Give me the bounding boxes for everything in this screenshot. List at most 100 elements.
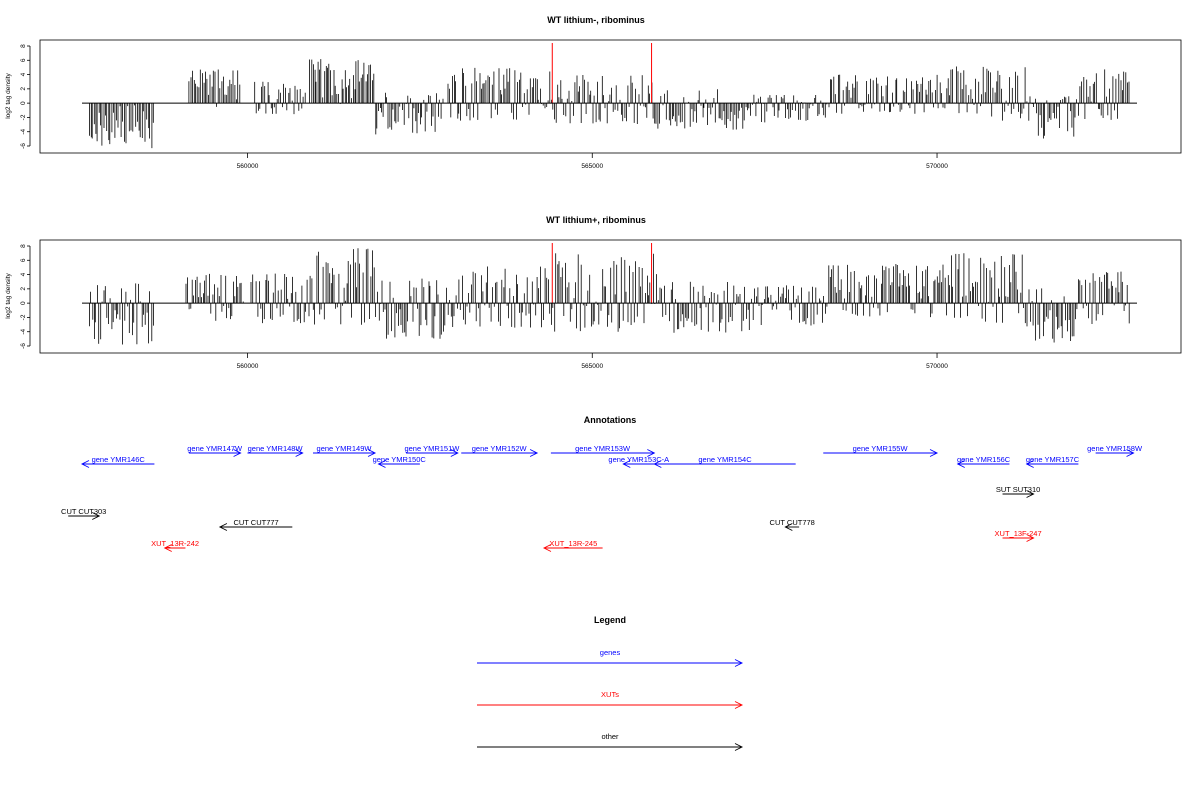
annotation-label: gene YMR156C (957, 455, 1011, 464)
annotation-feature: XUT_13R-242 (151, 539, 199, 552)
annotation-label: gene YMR152W (472, 444, 528, 453)
x-axis: 560000 565000 570000 (237, 353, 948, 370)
x-axis: 560000 565000 570000 (237, 153, 948, 170)
arrow-head (163, 544, 172, 552)
y-axis: -6 -4 -2 0 2 4 6 8 (20, 44, 31, 149)
y-tick-label: -6 (20, 143, 27, 149)
annotation-label: CUT CUT778 (770, 518, 815, 527)
y-tick-label: 0 (20, 301, 27, 305)
annotation-feature: gene YMR149W (312, 444, 377, 457)
y-tick-label: 6 (20, 258, 27, 262)
panel-lithium-plus: WT lithium+, ribominus log2 tag density … (5, 215, 1182, 370)
x-tick-label: 565000 (581, 163, 603, 170)
annotation-feature: XUT_13F-247 (995, 529, 1042, 542)
annotation-feature: gene YMR151W (404, 444, 460, 457)
y-tick-label: -2 (20, 114, 27, 120)
annotation-label: XUT_13R-242 (151, 539, 199, 548)
y-tick-label: -6 (20, 343, 27, 349)
x-tick-label: 570000 (926, 363, 948, 370)
annotation-feature: gene YMR154C (653, 455, 796, 468)
arrow-head (295, 449, 304, 457)
annotation-label: gene YMR148W (248, 444, 304, 453)
y-tick-label: -2 (20, 314, 27, 320)
y-tick-label: 8 (20, 44, 27, 48)
arrow-head (734, 743, 744, 751)
highlight-group (551, 43, 653, 104)
panel-lithium-minus: WT lithium-, ribominus log2 tag density … (5, 15, 1182, 170)
legend-entry: genes (477, 648, 744, 667)
annotation-label: gene YMR149W (317, 444, 373, 453)
annotations-title: Annotations (584, 415, 637, 425)
arrow-head (653, 460, 662, 468)
arrow-head (218, 523, 228, 531)
annotation-feature: gene YMR157C (1025, 455, 1080, 468)
annotation-items: gene YMR146C gene YMR147W gene YMR148W gene… (61, 444, 1143, 552)
annotation-feature: gene YMR146C (80, 455, 155, 468)
annotation-feature: CUT CUT303 (61, 507, 106, 520)
annotation-label: gene YMR153W (575, 444, 631, 453)
annotation-feature: gene YMR156C (956, 455, 1011, 468)
legend-title: Legend (594, 615, 626, 625)
annotation-feature: XUT_13R-245 (542, 539, 603, 552)
arrow-head (784, 523, 793, 531)
y-axis: -6 -4 -2 0 2 4 6 8 (20, 244, 31, 349)
annotation-feature: gene YMR148W (247, 444, 304, 457)
y-tick-label: 2 (20, 287, 27, 291)
arrow-head (1025, 460, 1034, 468)
annotation-label: gene YMR150C (373, 455, 427, 464)
panel-title: WT lithium-, ribominus (547, 15, 645, 25)
y-tick-label: 6 (20, 58, 27, 62)
annotation-label: gene YMR155W (853, 444, 909, 453)
annotation-label: gene YMR158W (1087, 444, 1143, 453)
annotation-label: gene YMR153C-A (608, 455, 669, 464)
arrow-head (1026, 534, 1035, 542)
arrow-head (542, 544, 552, 552)
annotation-label: gene YMR146C (92, 455, 146, 464)
annotation-feature: gene YMR158W (1087, 444, 1143, 457)
annotation-label: gene YMR147W (187, 444, 243, 453)
legend: Legend genes XUTs other (477, 615, 744, 751)
plot-frame (39, 239, 1182, 354)
panel-title: WT lithium+, ribominus (546, 215, 646, 225)
x-tick-label: 570000 (926, 163, 948, 170)
annotation-feature: gene YMR152W (461, 444, 539, 457)
annotation-feature: CUT CUT778 (770, 518, 815, 531)
legend-label: XUTs (601, 690, 619, 699)
y-tick-label: 4 (20, 72, 27, 76)
y-tick-label: 0 (20, 101, 27, 105)
annotation-feature: gene YMR153W (550, 444, 656, 457)
y-axis-label: log2 tag density (5, 72, 12, 118)
x-tick-label: 560000 (237, 363, 259, 370)
arrow-head (1026, 490, 1035, 498)
arrow-head (92, 512, 101, 520)
y-tick-label: 8 (20, 244, 27, 248)
legend-entry: other (477, 732, 744, 751)
annotation-feature: gene YMR153C-A (608, 455, 669, 468)
arrow-head (956, 460, 965, 468)
legend-label: genes (600, 648, 621, 657)
annotation-label: CUT CUT303 (61, 507, 106, 516)
arrow-head (647, 449, 656, 457)
arrow-head (233, 449, 242, 457)
y-axis-label: log2 tag density (5, 272, 12, 318)
y-tick-label: -4 (20, 328, 27, 334)
bar-group (89, 248, 1130, 345)
annotation-label: gene YMR154C (698, 455, 752, 464)
annotation-feature: CUT CUT777 (218, 518, 293, 531)
legend-label: other (601, 732, 619, 741)
plot-frame (39, 39, 1182, 154)
annotation-label: SUT SUT310 (996, 485, 1040, 494)
arrow-head (80, 460, 90, 468)
annotation-label: gene YMR151W (404, 444, 460, 453)
annotation-feature: SUT SUT310 (996, 485, 1040, 498)
arrow-head (734, 701, 744, 709)
y-tick-label: 4 (20, 272, 27, 276)
bar-group (89, 59, 1130, 149)
annotation-feature: gene YMR150C (373, 455, 427, 468)
arrow-head (377, 460, 386, 468)
annotation-label: XUT_13F-247 (995, 529, 1042, 538)
arrow-head (734, 659, 744, 667)
